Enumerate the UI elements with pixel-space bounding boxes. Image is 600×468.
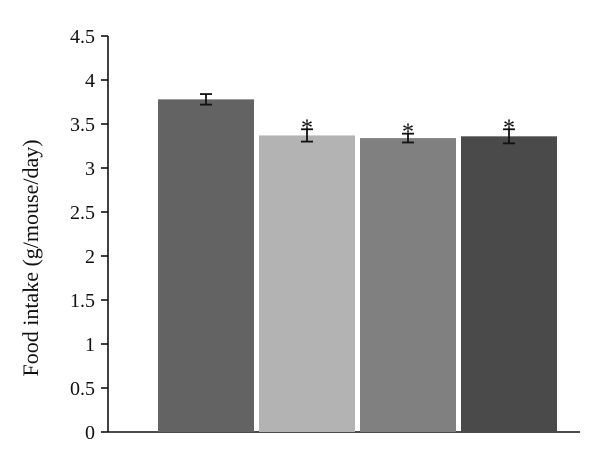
y-tick-label: 4	[85, 70, 95, 92]
bar	[461, 136, 557, 432]
y-axis-title: Food intake (g/mouse/day)	[18, 139, 43, 376]
y-tick-label: 0	[85, 422, 95, 444]
significance-marker: *	[301, 115, 313, 141]
y-tick-label: 0.5	[70, 378, 95, 400]
bar-layer	[158, 93, 557, 433]
label-layer: 0 0.5 1 1.5 2 2.5 3 3.5 4 4.5 * * *	[70, 26, 515, 444]
y-tick-label: 1	[85, 334, 95, 356]
significance-marker: *	[402, 120, 414, 146]
y-tick-label: 3	[85, 158, 95, 180]
bar	[158, 99, 254, 433]
bar	[259, 135, 355, 432]
bar	[360, 138, 456, 432]
y-tick-label: 3.5	[70, 114, 95, 136]
y-tick-label: 2.5	[70, 202, 95, 224]
y-tick-label: 2	[85, 246, 95, 268]
significance-marker: *	[503, 115, 515, 141]
y-tick-label: 4.5	[70, 26, 95, 48]
y-tick-label: 1.5	[70, 290, 95, 312]
